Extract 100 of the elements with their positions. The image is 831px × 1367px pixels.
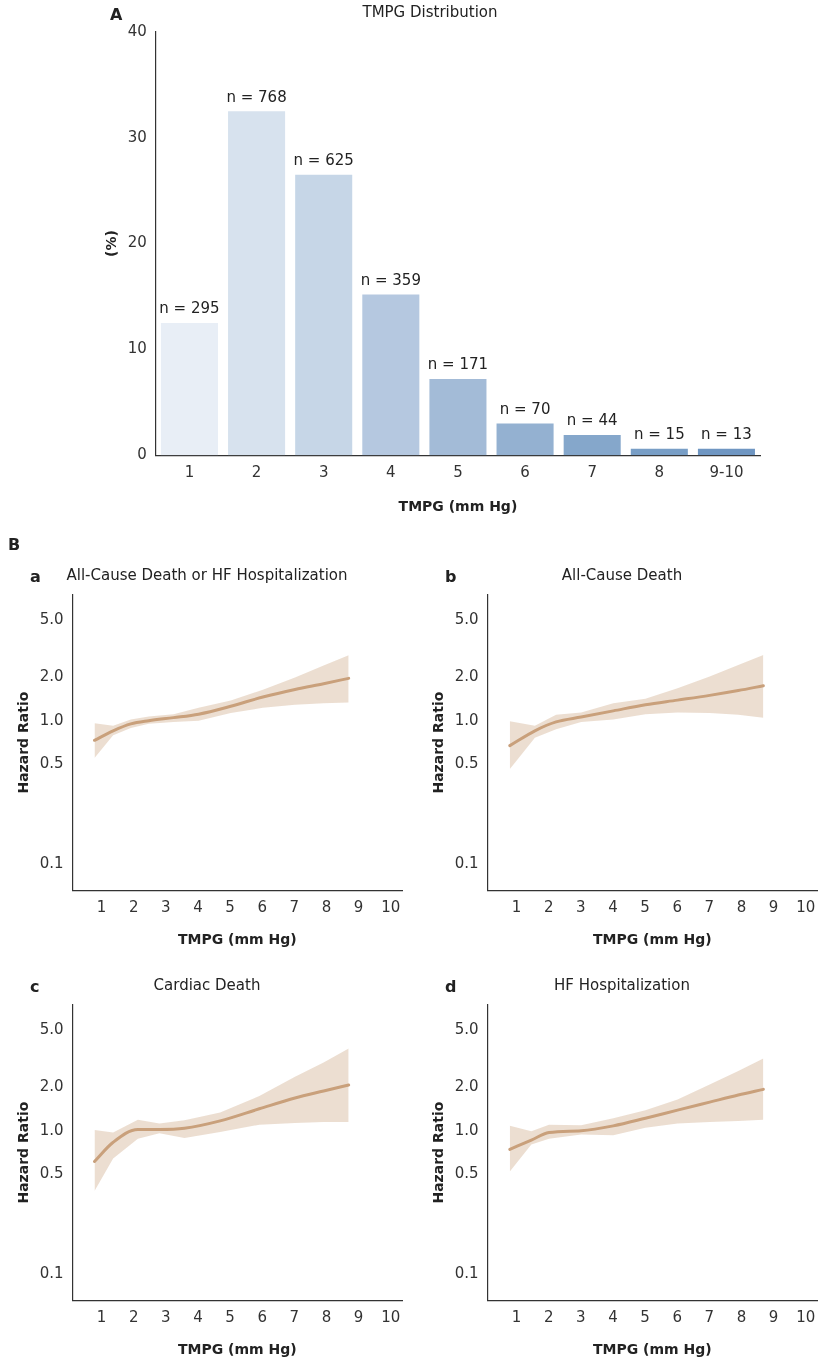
- x-tick-label: 7: [587, 463, 597, 482]
- annotation: n = 44: [566, 411, 618, 430]
- x-tick-label: 3: [161, 1308, 171, 1327]
- chart-title: Cardiac Death: [153, 975, 261, 994]
- annotation: n = 70: [499, 399, 551, 418]
- y-tick-label: 0.5: [39, 1163, 64, 1182]
- line-series: [93, 1083, 351, 1163]
- x-tick-label: 5: [453, 463, 463, 482]
- x-axis-title: TMPG (mm Hg): [177, 931, 297, 948]
- y-tick-label: 5.0: [39, 610, 64, 629]
- x-tick-label: 10: [381, 1308, 401, 1327]
- x-tick-label: 5: [225, 898, 235, 917]
- chart-title: All-Cause Death: [561, 565, 683, 584]
- annotation: n = 13: [701, 425, 752, 444]
- text: B: [8, 535, 21, 554]
- annotation: n = 768: [226, 87, 287, 106]
- x-tick-label: 10: [381, 898, 401, 917]
- x-tick-label: 1: [511, 1308, 522, 1327]
- y-tick-label: 1.0: [454, 1120, 479, 1139]
- x-tick-label: 3: [576, 898, 586, 917]
- bar: [160, 322, 218, 456]
- y-axis-title: (%): [103, 230, 120, 258]
- y-tick-label: 20: [127, 233, 147, 252]
- y-tick-label: 5.0: [39, 1020, 64, 1039]
- x-tick-label: 10: [796, 898, 816, 917]
- y-tick-label: 1.0: [39, 1120, 64, 1139]
- x-tick-label: 4: [608, 898, 618, 917]
- bar: [362, 294, 420, 456]
- x-tick-label: 3: [161, 898, 171, 917]
- x-tick-label: 10: [796, 1308, 816, 1327]
- text: a: [30, 567, 41, 586]
- y-tick-label: 2.0: [39, 667, 64, 686]
- x-tick-label: 8: [736, 898, 747, 917]
- x-tick-label: 4: [608, 1308, 618, 1327]
- y-axis-title: Hazard Ratio: [15, 1101, 32, 1204]
- bar: [496, 423, 554, 456]
- y-tick-label: 2.0: [454, 1077, 479, 1096]
- y-tick-label: 2.0: [454, 667, 479, 686]
- x-tick-label: 7: [704, 898, 715, 917]
- x-tick-label: 9: [353, 898, 364, 917]
- y-tick-label: 30: [127, 127, 147, 146]
- y-axis-title: Hazard Ratio: [430, 1101, 447, 1204]
- chart-title: TMPG Distribution: [361, 2, 498, 21]
- bar: [228, 111, 286, 456]
- x-tick-label: 2: [543, 1308, 554, 1327]
- x-tick-label: 6: [257, 898, 267, 917]
- x-tick-label: 8: [736, 1308, 747, 1327]
- x-tick-label: 3: [318, 463, 329, 482]
- y-tick-label: 0.5: [454, 753, 479, 772]
- y-tick-label: 5.0: [454, 1020, 479, 1039]
- y-tick-label: 0: [137, 445, 147, 464]
- y-tick-label: 1.0: [39, 710, 64, 729]
- text: d: [445, 977, 457, 996]
- y-tick-label: 0.1: [39, 1264, 64, 1283]
- annotation: n = 295: [159, 299, 220, 318]
- x-tick-label: 4: [386, 463, 396, 482]
- bar: [697, 448, 755, 456]
- y-axis-title: Hazard Ratio: [15, 691, 32, 794]
- x-tick-label: 4: [193, 898, 203, 917]
- x-tick-label: 2: [543, 898, 554, 917]
- annotation: n = 625: [293, 151, 354, 170]
- x-axis-title: TMPG (mm Hg): [398, 498, 518, 515]
- annotation: n = 359: [360, 270, 421, 289]
- x-tick-label: 8: [321, 898, 332, 917]
- x-tick-label: 7: [704, 1308, 715, 1327]
- x-tick-label: 1: [184, 463, 195, 482]
- x-tick-label: 1: [96, 1308, 107, 1327]
- y-tick-label: 40: [127, 21, 147, 40]
- x-axis-title: TMPG (mm Hg): [592, 931, 712, 948]
- bar: [295, 174, 353, 456]
- x-tick-label: 9-10: [709, 463, 744, 482]
- x-tick-label: 7: [289, 1308, 300, 1327]
- x-axis-title: TMPG (mm Hg): [177, 1341, 297, 1358]
- bar: [630, 448, 688, 456]
- y-axis-title: Hazard Ratio: [430, 691, 447, 794]
- annotation: n = 171: [427, 355, 489, 374]
- y-tick-label: 0.1: [39, 854, 64, 873]
- x-tick-label: 1: [511, 898, 522, 917]
- x-tick-label: 5: [640, 1308, 650, 1327]
- chart-title: HF Hospitalization: [554, 975, 690, 994]
- x-tick-label: 6: [520, 463, 530, 482]
- bar: [563, 435, 621, 456]
- x-tick-label: 7: [289, 898, 300, 917]
- x-tick-label: 9: [768, 1308, 779, 1327]
- line-series: [508, 684, 765, 748]
- x-tick-label: 5: [225, 1308, 235, 1327]
- text: b: [445, 567, 457, 586]
- y-tick-label: 5.0: [454, 610, 479, 629]
- y-tick-label: 0.5: [454, 1163, 479, 1182]
- chart-title: All-Cause Death or HF Hospitalization: [66, 565, 348, 584]
- y-tick-label: 0.1: [454, 1264, 479, 1283]
- x-tick-label: 2: [251, 463, 262, 482]
- y-tick-label: 1.0: [454, 710, 479, 729]
- x-tick-label: 5: [640, 898, 650, 917]
- x-tick-label: 2: [128, 1308, 139, 1327]
- annotation: n = 15: [633, 425, 685, 444]
- y-tick-label: 2.0: [39, 1077, 64, 1096]
- line-series: [93, 676, 351, 742]
- x-tick-label: 6: [672, 1308, 682, 1327]
- x-tick-label: 6: [257, 1308, 267, 1327]
